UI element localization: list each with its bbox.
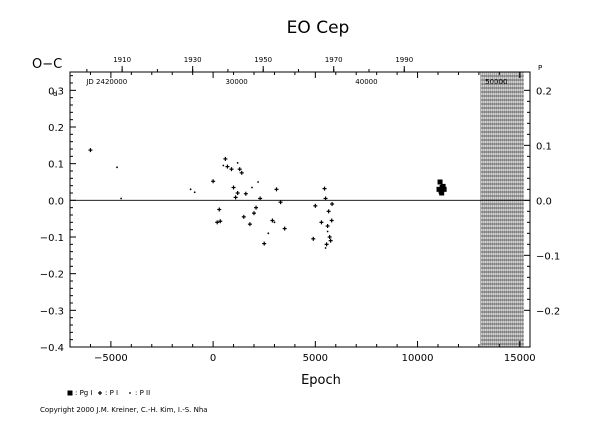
data-point — [225, 164, 230, 169]
jd-tick-label: 50000 — [485, 78, 507, 86]
data-point — [262, 241, 267, 246]
data-point — [243, 191, 248, 196]
data-point — [323, 196, 328, 201]
data-point — [328, 238, 333, 243]
data-point — [252, 211, 256, 216]
right-tick-label: −0.1 — [536, 251, 560, 262]
x-tick-label: 10000 — [402, 353, 434, 364]
y-axis-label: O−C — [32, 57, 62, 72]
data-point — [327, 235, 332, 239]
right-tick-label: 0.1 — [536, 141, 552, 152]
axes-layer: −5000 0 5000 10000 15000 −0.4 −0.3 −0.2 −0.1 0.0 0… — [40, 56, 561, 364]
y-tick-label: −0.1 — [40, 233, 64, 244]
data-point — [218, 219, 223, 224]
data-point — [257, 181, 259, 183]
data-point — [325, 224, 330, 228]
data-point — [437, 179, 443, 185]
year-tick-label: 1970 — [325, 56, 343, 64]
data-point — [235, 191, 240, 195]
data-point — [274, 187, 279, 192]
data-point — [324, 242, 329, 247]
data-point — [311, 236, 316, 241]
data-point — [231, 185, 236, 190]
data-point — [270, 218, 275, 223]
jd-tick-label: 40000 — [355, 78, 377, 86]
legend-marker — [98, 391, 102, 395]
hatched-region — [480, 71, 524, 347]
x-tick-label: 5000 — [303, 353, 328, 364]
x-tick-label: 0 — [210, 353, 216, 364]
x-tick-label: −5000 — [94, 353, 128, 364]
jd-tick-label: JD 2420000 — [85, 78, 127, 86]
y-tick-label: −0.4 — [40, 343, 64, 354]
data-point — [273, 221, 276, 224]
data-point — [324, 247, 327, 249]
data-point — [258, 196, 263, 201]
data-point — [236, 162, 239, 164]
x-tick-label: 15000 — [504, 353, 536, 364]
data-point — [439, 190, 445, 196]
chart-title: EO Cep — [287, 18, 350, 38]
legend-marker — [67, 390, 73, 396]
data-point — [239, 170, 244, 175]
legend: : Pg I : P I : P II — [67, 389, 150, 397]
right-tick-label: −0.2 — [536, 306, 560, 317]
y-axis-unit: d — [53, 90, 57, 98]
y-tick-label: −0.3 — [40, 306, 64, 317]
data-point — [319, 220, 324, 225]
data-point — [217, 207, 222, 212]
y-tick-label: −0.2 — [40, 270, 64, 281]
year-tick-label: 1910 — [113, 56, 131, 64]
legend-label: : P II — [135, 389, 150, 397]
year-tick-label: 1930 — [184, 56, 202, 64]
data-point — [267, 232, 270, 235]
data-point — [278, 200, 283, 205]
data-point — [211, 179, 216, 184]
copyright-text: Copyright 2000 J.M. Kreiner, C.-H. Kim, … — [40, 406, 208, 414]
data-point — [193, 191, 196, 194]
data-point — [247, 222, 252, 227]
data-point — [223, 156, 228, 161]
legend-label: : P I — [105, 389, 118, 397]
data-point — [120, 197, 123, 200]
y-tick-label: 0.3 — [48, 86, 64, 97]
data-point — [189, 188, 192, 191]
y-tick-label: 0.2 — [48, 123, 64, 134]
data-point — [241, 214, 246, 219]
data-point — [237, 167, 242, 172]
data-point — [222, 164, 225, 167]
right-axis-unit: P — [538, 64, 542, 72]
data-point — [254, 205, 259, 210]
data-point — [251, 186, 253, 189]
year-tick-label: 1950 — [254, 56, 272, 64]
legend-label: : Pg I — [75, 389, 93, 397]
data-point — [330, 202, 335, 206]
data-point — [313, 203, 318, 208]
data-point — [329, 218, 334, 223]
data-point — [116, 166, 118, 169]
plot-frame — [69, 71, 531, 348]
data-point — [215, 220, 220, 225]
data-point — [440, 183, 446, 189]
data-layer — [88, 148, 447, 249]
right-tick-label: 0.2 — [536, 86, 552, 97]
jd-tick-label: 30000 — [225, 78, 247, 86]
right-tick-label: 0.0 — [536, 196, 552, 207]
x-axis-label: Epoch — [301, 373, 341, 388]
y-tick-label: 0.1 — [48, 160, 64, 171]
data-point — [282, 226, 287, 231]
data-point — [88, 148, 93, 153]
data-point — [441, 186, 447, 192]
data-point — [326, 209, 331, 214]
year-tick-label: 1990 — [395, 56, 413, 64]
data-point — [233, 195, 238, 200]
data-point — [229, 167, 234, 172]
data-point — [326, 230, 329, 233]
data-point — [322, 186, 327, 191]
legend-marker — [129, 392, 131, 394]
y-tick-label: 0.0 — [48, 196, 64, 207]
